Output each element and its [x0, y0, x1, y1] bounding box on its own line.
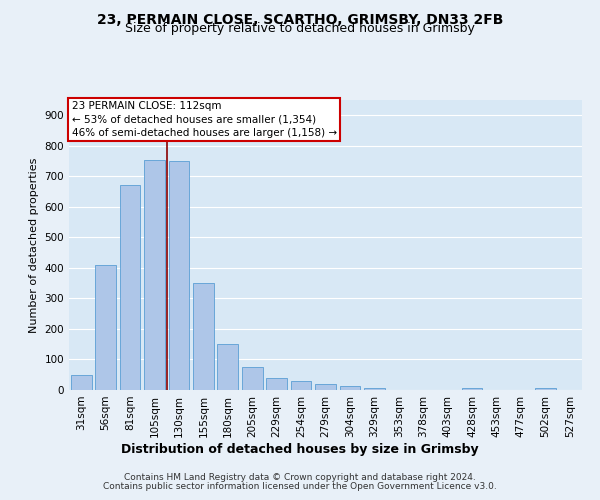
Y-axis label: Number of detached properties: Number of detached properties	[29, 158, 39, 332]
Text: Contains HM Land Registry data © Crown copyright and database right 2024.: Contains HM Land Registry data © Crown c…	[124, 472, 476, 482]
Bar	[119, 186, 140, 390]
Bar	[71, 374, 92, 390]
Text: Size of property relative to detached houses in Grimsby: Size of property relative to detached ho…	[125, 22, 475, 35]
Bar	[266, 378, 287, 390]
Bar	[242, 367, 263, 390]
Bar	[364, 388, 385, 390]
Text: 23 PERMAIN CLOSE: 112sqm
← 53% of detached houses are smaller (1,354)
46% of sem: 23 PERMAIN CLOSE: 112sqm ← 53% of detach…	[71, 102, 337, 138]
Bar	[290, 381, 311, 390]
Bar	[461, 388, 482, 390]
Text: 23, PERMAIN CLOSE, SCARTHO, GRIMSBY, DN33 2FB: 23, PERMAIN CLOSE, SCARTHO, GRIMSBY, DN3…	[97, 12, 503, 26]
Bar	[95, 265, 116, 390]
Bar	[169, 161, 190, 390]
Text: Distribution of detached houses by size in Grimsby: Distribution of detached houses by size …	[121, 442, 479, 456]
Bar	[315, 384, 336, 390]
Bar	[535, 388, 556, 390]
Bar	[340, 386, 361, 390]
Text: Contains public sector information licensed under the Open Government Licence v3: Contains public sector information licen…	[103, 482, 497, 491]
Bar	[193, 282, 214, 390]
Bar	[144, 160, 165, 390]
Bar	[217, 344, 238, 390]
